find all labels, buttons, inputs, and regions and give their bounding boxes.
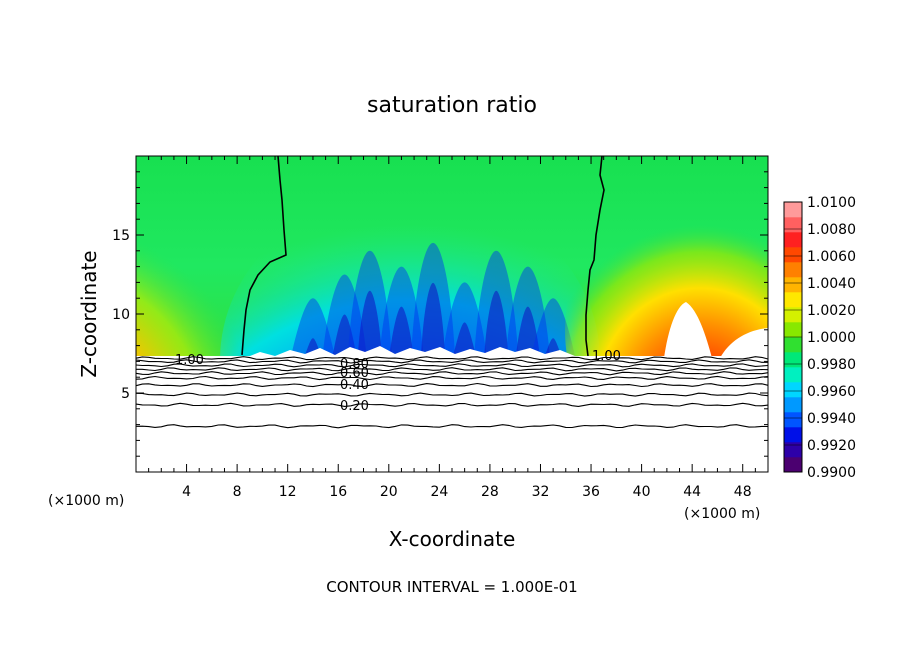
x-tick-label: 4 — [182, 484, 191, 500]
warm-region-right — [565, 180, 768, 358]
colorbar-swatch — [784, 292, 802, 308]
contour-label-060: 0.60 — [340, 366, 369, 381]
colorbar-label: 1.0040 — [807, 276, 856, 292]
colorbar-label: 1.0000 — [807, 330, 856, 346]
cool-plume-core — [332, 314, 357, 357]
contour-line — [135, 371, 769, 376]
colorbar-swatch — [784, 442, 802, 458]
colorbar-swatch — [784, 382, 802, 398]
x-tick-label: 36 — [582, 484, 600, 500]
contour-label-1-left: 1.00 — [175, 353, 204, 368]
contour-label-020: 0.20 — [340, 399, 369, 414]
contour-label-040: 0.40 — [340, 378, 369, 393]
contour-label-1-right: 1.00 — [592, 349, 621, 364]
white-notch — [664, 302, 712, 358]
contour-label-080: 0.80 — [340, 357, 369, 372]
colorbar-label: 0.9940 — [807, 411, 856, 427]
cool-plume-core — [484, 290, 509, 357]
chart-title: saturation ratio — [367, 93, 537, 118]
x-tick-label: 16 — [329, 484, 347, 500]
x-tick-label: 32 — [532, 484, 550, 500]
x-tick-label: 28 — [481, 484, 499, 500]
colorbar-label: 1.0060 — [807, 249, 856, 265]
colorbar-label: 0.9960 — [807, 384, 856, 400]
cool-plume-core — [389, 306, 414, 357]
colorbar-swatch — [784, 427, 802, 443]
colorbar-swatch — [784, 202, 802, 218]
x-tick-label: 48 — [734, 484, 752, 500]
y-tick-label: 15 — [112, 228, 130, 244]
x-tick-label: 20 — [380, 484, 398, 500]
colorbar-swatch — [784, 247, 802, 263]
contour-line — [135, 392, 769, 397]
contour-lines — [135, 356, 769, 429]
y-tick-label: 10 — [112, 307, 130, 323]
colorbar-swatch — [784, 307, 802, 323]
x-tick-label: 24 — [430, 484, 448, 500]
colorbar-swatch — [784, 412, 802, 428]
contour-line — [135, 356, 769, 361]
cool-plume — [290, 298, 335, 357]
contour-1-left — [241, 156, 287, 356]
contour-line — [135, 424, 769, 429]
y-axis-label: Z-coordinate — [77, 250, 101, 377]
cool-plume-core — [421, 282, 446, 357]
contour-line — [136, 367, 769, 372]
cool-plume — [442, 282, 487, 357]
colorbar-swatch — [784, 277, 802, 293]
colorbar-swatch — [784, 397, 802, 413]
contour-interval-note: CONTOUR INTERVAL = 1.000E-01 — [326, 578, 577, 596]
cool-region — [220, 190, 600, 358]
cool-plume-core — [452, 322, 477, 357]
colorbar-swatch — [784, 337, 802, 353]
colorbar-swatch — [784, 352, 802, 368]
colorbar-label: 0.9900 — [807, 465, 856, 481]
colorbar-swatch — [784, 232, 802, 248]
contour-line — [135, 382, 769, 388]
x-tick-label: 40 — [633, 484, 651, 500]
colorbar-swatch — [784, 457, 802, 473]
ragged-edge — [245, 346, 590, 360]
cool-plume-core — [357, 290, 382, 357]
colorbar-label: 0.9920 — [807, 438, 856, 454]
white-notch-2 — [720, 328, 768, 358]
colorbar-label: 1.0080 — [807, 222, 856, 238]
cool-plume-core — [515, 306, 540, 357]
x-axis-label: X-coordinate — [389, 527, 516, 551]
x-tick-label: 12 — [279, 484, 297, 500]
x-unit-left: (×1000 m) — [48, 493, 124, 509]
colorbar-label: 1.0020 — [807, 303, 856, 319]
x-unit-right: (×1000 m) — [684, 506, 760, 522]
cool-plume — [531, 298, 576, 357]
contour-1-right — [585, 156, 605, 357]
colorbar: 1.0100 1.0080 1.0060 1.0040 1.0020 1.0000 0.99… — [783, 195, 856, 481]
warm-region-left — [136, 210, 280, 358]
contour-line — [135, 363, 769, 368]
contour-line — [135, 375, 769, 381]
x-tick-label: 44 — [683, 484, 701, 500]
contour-line — [135, 359, 768, 364]
colorbar-swatch — [784, 262, 802, 278]
cool-plumes — [290, 242, 576, 358]
colorbar-label: 0.9980 — [807, 357, 856, 373]
colorbar-label: 1.0100 — [807, 195, 856, 211]
colorbar-swatch — [784, 367, 802, 383]
colorbar-swatch — [784, 217, 802, 233]
colorbar-swatch — [784, 322, 802, 338]
plot-area — [136, 156, 768, 358]
x-tick-label: 8 — [233, 484, 242, 500]
contour-line — [135, 402, 769, 407]
y-tick-label: 5 — [121, 386, 130, 402]
lower-region — [136, 356, 768, 472]
